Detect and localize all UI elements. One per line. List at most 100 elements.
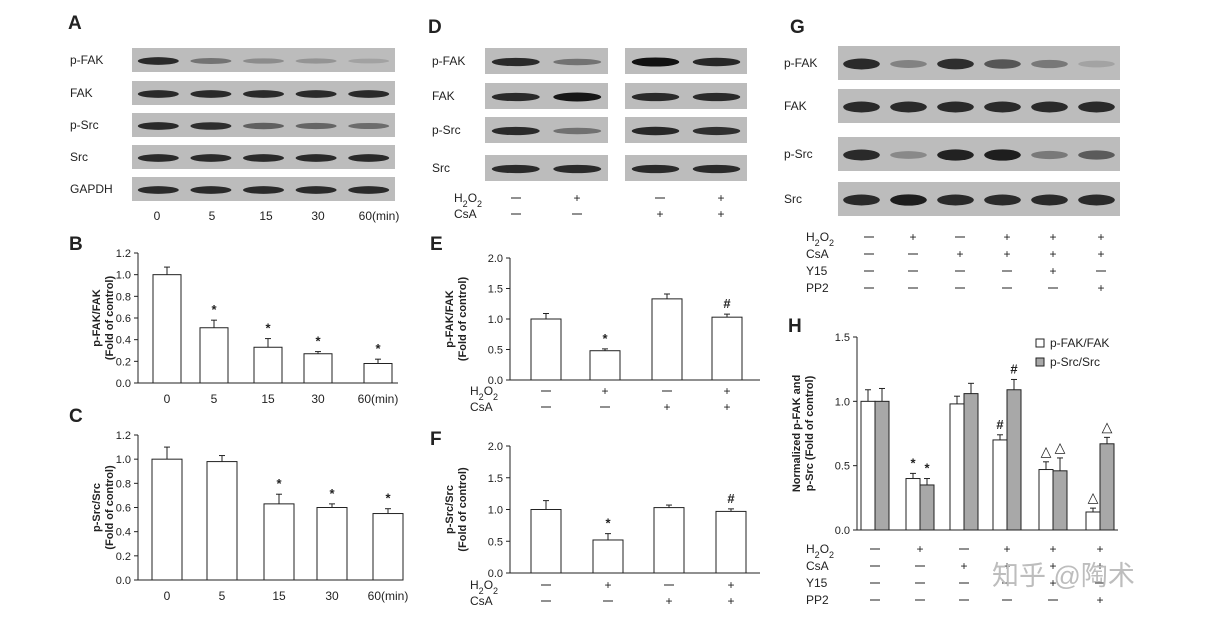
blot-G-treatment-mark: + — [1003, 247, 1010, 261]
blot-row-label: Src — [432, 161, 450, 175]
blot-band — [137, 57, 179, 65]
bar — [263, 503, 295, 581]
blot-strip-fak — [132, 81, 395, 105]
y-tick-label: 0.6 — [116, 503, 131, 515]
y-axis-label: p-Src/Src — [444, 485, 456, 534]
significance-mark: # — [723, 296, 731, 311]
y-axis-label: p-Src/Src — [91, 483, 103, 532]
blot-G-treatment-mark: + — [1049, 247, 1056, 261]
y-axis-label: p-Src (Fold of control) — [804, 375, 816, 491]
blot-band — [295, 186, 337, 194]
blot-row-label: FAK — [432, 89, 455, 103]
significance-mark: * — [265, 321, 271, 336]
blot-band — [692, 126, 741, 136]
bar — [905, 478, 921, 531]
blot-band — [553, 164, 602, 174]
blot-band — [984, 194, 1021, 206]
blot-band — [1078, 150, 1115, 160]
y-tick-label: 0.5 — [488, 345, 503, 357]
blot-band — [1031, 59, 1068, 69]
significance-mark: # — [727, 491, 735, 506]
bar — [151, 458, 183, 581]
significance-mark: * — [602, 331, 608, 346]
blot-row-label: p-FAK — [784, 56, 817, 70]
blot-band — [242, 58, 285, 64]
y-tick-label: 2.0 — [488, 253, 503, 265]
chart-H-treatment-mark: + — [1096, 593, 1103, 607]
y-tick-label: 1.0 — [488, 505, 503, 517]
blot-band — [1078, 101, 1115, 113]
blot-band — [190, 122, 232, 130]
blot-G-treatment-mark: + — [956, 247, 963, 261]
blot-strip-fak-left — [485, 83, 608, 109]
significance-mark: * — [211, 302, 217, 317]
blot-band — [937, 149, 974, 161]
blot-strip-p-fak-left — [485, 48, 608, 74]
bar — [589, 350, 621, 381]
blot-row-label: p-Src — [70, 118, 99, 132]
panel-label-G: G — [790, 17, 805, 38]
blot-band — [843, 101, 880, 113]
x-tick-label: 5 — [219, 589, 226, 603]
blot-band — [1031, 101, 1068, 113]
blot-band — [190, 186, 232, 194]
y-axis-label: (Fold of control) — [457, 467, 469, 552]
chart-B: B 0.0 0.2 0.4 0.6 0.8 1.0 1.2 p-FAK/FAK (Fold of … — [69, 234, 398, 406]
blot-band — [692, 57, 741, 67]
x-tick-label: 5 — [211, 392, 218, 406]
blot-G-treatment-label: Y15 — [806, 264, 828, 278]
blot-strip-p-fak — [838, 46, 1120, 80]
y-tick-label: 1.0 — [116, 270, 131, 282]
blot-band — [137, 186, 179, 194]
blot-band — [242, 90, 285, 98]
bar — [1052, 470, 1068, 531]
blot-band — [553, 127, 602, 135]
blot-strip-p-fak — [132, 48, 395, 72]
x-tick-label: 0 — [164, 392, 171, 406]
blot-G-treatment-mark: + — [1097, 230, 1104, 244]
y-axis-label: (Fold of control) — [104, 276, 116, 361]
blot-D-treatment-mark: + — [656, 207, 663, 221]
blot-band — [984, 101, 1021, 113]
blot-G-treatment-label: CsA — [806, 247, 829, 261]
y-tick-label: 0.8 — [116, 291, 131, 303]
blot-band — [348, 122, 390, 130]
blot-strip-fak — [838, 89, 1120, 123]
chart-H-treatment-label: PP2 — [806, 593, 829, 607]
blot-lane-label: 30 — [311, 209, 325, 223]
blot-band — [984, 59, 1021, 69]
bar — [919, 484, 935, 531]
blot-band — [242, 122, 285, 130]
blot-strip-p-src-right — [625, 117, 747, 143]
blot-band — [190, 154, 232, 162]
y-tick-label: 0.2 — [116, 356, 131, 368]
blot-band — [631, 92, 680, 102]
blot-D-treatment-mark: + — [717, 191, 724, 205]
blot-band — [348, 186, 390, 194]
blot-D-treatment-label: H2O2 — [454, 191, 482, 209]
blot-G-treatment-mark: + — [1049, 264, 1056, 278]
panel-label-C: C — [69, 406, 83, 427]
blot-band — [295, 90, 337, 98]
chart-H-treatment-mark: + — [1049, 559, 1056, 573]
significance-mark: △ — [1055, 439, 1066, 455]
blot-band — [1078, 60, 1115, 68]
blot-lane-label: 0 — [154, 209, 161, 223]
bar — [963, 393, 979, 531]
blot-band — [843, 194, 880, 206]
blot-band — [631, 164, 680, 174]
chart-H-treatment-mark: + — [1096, 542, 1103, 556]
bar — [199, 327, 229, 384]
bar — [653, 507, 685, 574]
y-tick-label: 2.0 — [488, 441, 503, 453]
significance-mark: △ — [1102, 418, 1113, 434]
significance-mark: * — [910, 455, 916, 470]
significance-mark: * — [329, 486, 335, 501]
bar — [206, 461, 238, 581]
chart-H-treatment-mark: + — [916, 542, 923, 556]
blot-row-label: Src — [70, 150, 88, 164]
blot-G-treatment-mark: + — [1003, 230, 1010, 244]
bar — [1006, 389, 1022, 531]
blot-strip-src — [838, 182, 1120, 216]
